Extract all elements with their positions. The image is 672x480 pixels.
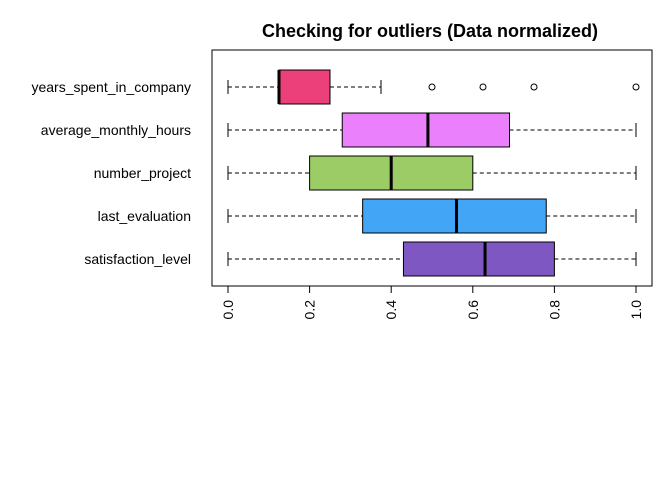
category-label: average_monthly_hours [41, 122, 191, 138]
x-tick-label: 0.8 [546, 300, 562, 320]
category-label: years_spent_in_company [31, 79, 191, 95]
category-label: number_project [94, 165, 191, 181]
x-tick-label: 1.0 [628, 300, 644, 320]
outlier-point [479, 83, 487, 91]
boxes-group: satisfaction_level last_evaluation number_… [31, 69, 640, 277]
iqr-box-average_monthly_hours [341, 112, 511, 148]
box-number_project: number_project [94, 155, 637, 191]
box-satisfaction_level: satisfaction_level [84, 241, 637, 277]
x-axis: 0.0 0.2 0.4 0.6 0.8 1.0 [220, 285, 644, 320]
box-average_monthly_hours: average_monthly_hours [41, 112, 637, 148]
outlier-point [530, 83, 538, 91]
iqr-box-satisfaction_level [402, 241, 555, 277]
x-tick-label: 0.4 [383, 300, 399, 320]
x-tick-label: 0.2 [302, 300, 318, 320]
box-years_spent_in_company: years_spent_in_company [31, 69, 640, 105]
outlier-point [428, 83, 436, 91]
iqr-box-years_spent_in_company [278, 69, 331, 105]
outlier-point [632, 83, 640, 91]
category-label: satisfaction_level [84, 251, 191, 267]
x-tick-label: 0.6 [465, 300, 481, 320]
x-tick-label: 0.0 [220, 300, 236, 320]
chart-title: Checking for outliers (Data normalized) [262, 21, 598, 41]
box-last_evaluation: last_evaluation [98, 198, 637, 234]
iqr-box-last_evaluation [362, 198, 547, 234]
category-label: last_evaluation [98, 208, 191, 224]
